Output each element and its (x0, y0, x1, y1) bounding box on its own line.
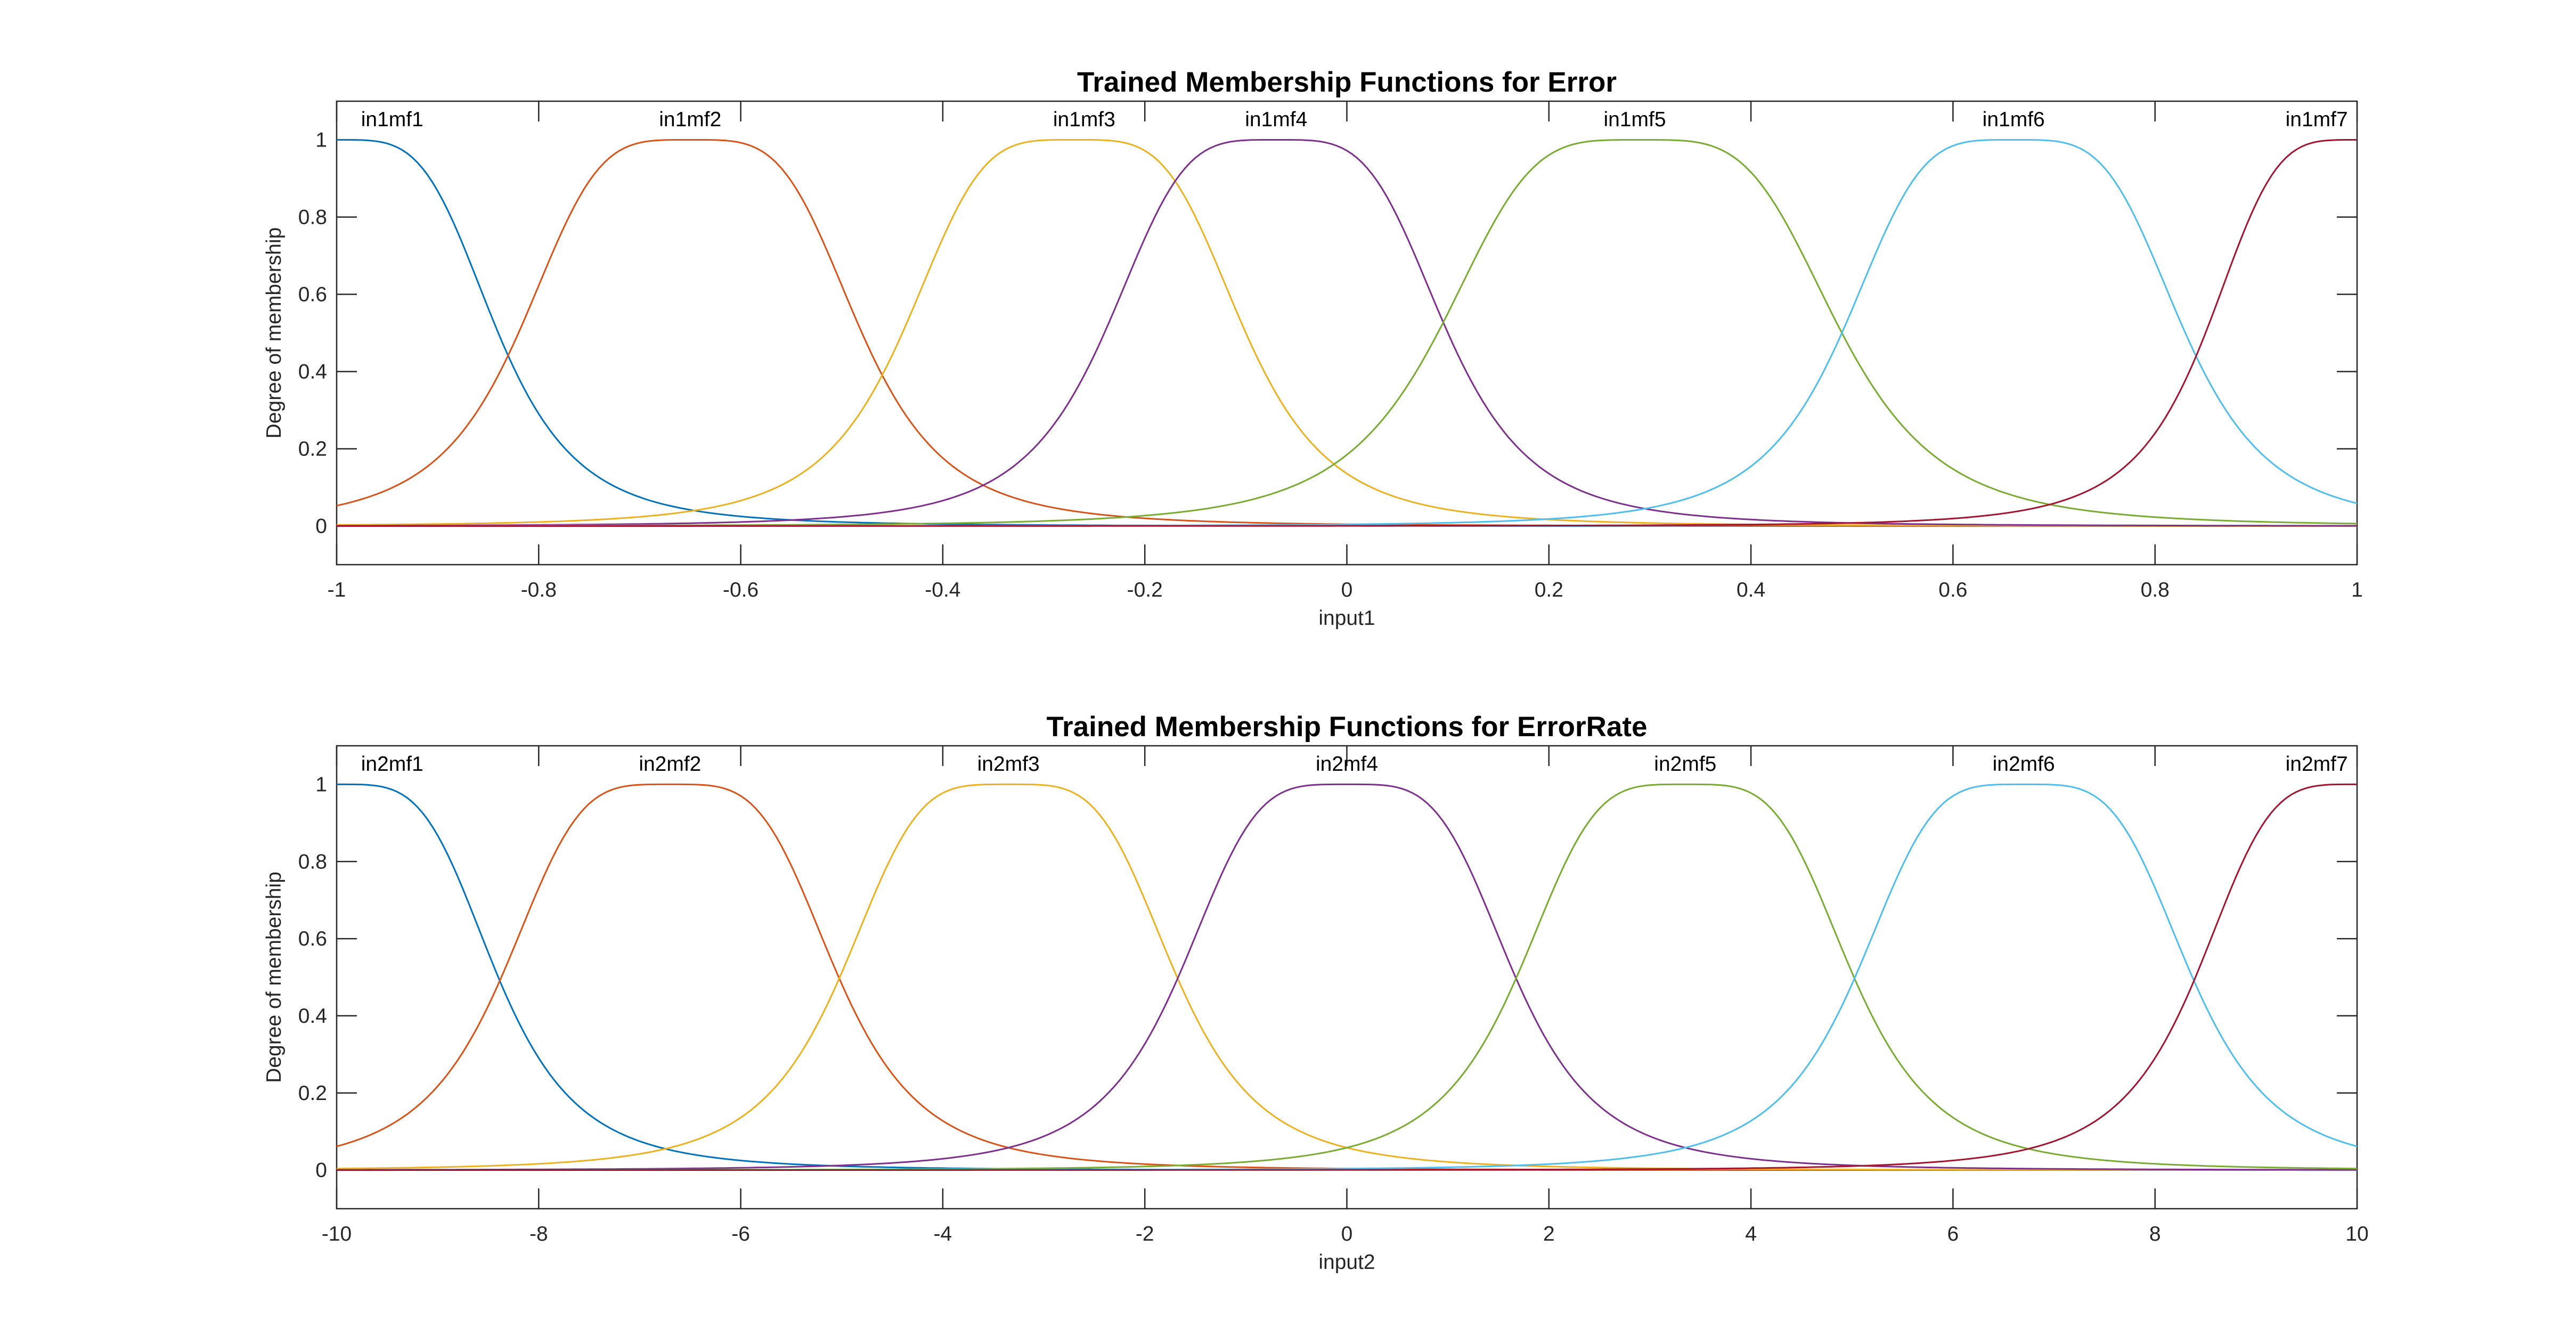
x-tick-label: 0 (1341, 1223, 1353, 1245)
errorrate-membership-plot: -10 -8 -6 -4 -2 0 2 4 6 8 10 0 0.2 0.4 0.6 0.8 1 Trained … (263, 711, 2369, 1274)
x-tick-label: -2 (1136, 1223, 1154, 1245)
mf-label-in1mf5: in1mf5 (1603, 108, 1666, 131)
mf-label-in2mf1: in2mf1 (361, 753, 423, 776)
x-tick-label: -10 (322, 1223, 352, 1245)
x-tick-label: -4 (934, 1223, 952, 1245)
x-tick-label: 4 (1745, 1223, 1757, 1245)
y-tick-label: 0.6 (298, 927, 327, 950)
x-tick-label: 0.4 (1737, 579, 1765, 601)
chart-title: Trained Membership Functions for ErrorRa… (1047, 711, 1648, 743)
x-tick-label: 0.2 (1535, 579, 1563, 601)
y-axis-label: Degree of membership (263, 871, 286, 1083)
x-tick-label: 0.8 (2141, 579, 2170, 601)
x-tick-label: 2 (1543, 1223, 1555, 1245)
chart-title: Trained Membership Functions for Error (1077, 67, 1617, 98)
x-tick-label: -0.2 (1127, 579, 1163, 601)
y-tick-label: 0.2 (298, 1082, 327, 1105)
mf-curve-in1mf4 (337, 139, 2357, 527)
y-tick-label: 0.4 (298, 1005, 327, 1028)
x-tick-label: -0.4 (925, 579, 960, 601)
mf-label-in1mf1: in1mf1 (361, 108, 423, 131)
y-tick-label: 0.6 (298, 283, 327, 306)
mf-curve-in2mf4 (337, 783, 2357, 1171)
y-axis-label: Degree of membership (263, 227, 286, 439)
mf-label-in2mf7: in2mf7 (2286, 753, 2348, 776)
mf-label-in2mf5: in2mf5 (1654, 753, 1716, 776)
mf-label-in1mf7: in1mf7 (2286, 108, 2348, 131)
y-tick-label: 0.4 (298, 361, 327, 384)
x-tick-label: 0.6 (1938, 579, 1967, 601)
mf-label-in1mf6: in1mf6 (1983, 108, 2045, 131)
x-tick-label: -8 (529, 1223, 548, 1245)
mf-label-in1mf3: in1mf3 (1053, 108, 1115, 131)
x-tick-label: -1 (328, 579, 346, 601)
x-tick-label: 6 (1947, 1223, 1959, 1245)
mf-label-in2mf3: in2mf3 (977, 753, 1040, 776)
y-tick-label: 1 (315, 129, 327, 152)
y-tick-label: 0.2 (298, 438, 327, 461)
mf-label-in2mf4: in2mf4 (1316, 753, 1378, 776)
x-tick-label: -0.6 (723, 579, 759, 601)
x-tick-label: 0 (1341, 579, 1353, 601)
mf-label-in2mf6: in2mf6 (1993, 753, 2055, 776)
y-tick-label: 0.8 (298, 206, 327, 229)
axes-box (336, 100, 2358, 566)
x-tick-label: -6 (731, 1223, 750, 1245)
x-tick-label: 1 (2351, 579, 2363, 601)
x-tick-label: 10 (2345, 1223, 2368, 1245)
y-tick-label: 0 (315, 1159, 327, 1182)
x-axis-label: input1 (1318, 607, 1375, 630)
mf-label-in1mf4: in1mf4 (1245, 108, 1307, 131)
y-tick-label: 0.8 (298, 850, 327, 873)
mf-label-in1mf2: in1mf2 (659, 108, 721, 131)
y-tick-label: 1 (315, 773, 327, 796)
x-tick-label: -0.8 (521, 579, 557, 601)
error-membership-plot: -1 -0.8 -0.6 -0.4 -0.2 0 0.2 0.4 0.6 0.8 1 0 0.2 0.4 0… (263, 67, 2363, 630)
mf-curve-in1mf7 (337, 139, 2357, 527)
x-tick-label: 8 (2149, 1223, 2161, 1245)
axes-box (336, 745, 2358, 1210)
y-tick-label: 0 (315, 515, 327, 538)
x-axis-label: input2 (1318, 1251, 1375, 1274)
mf-curve-in2mf7 (337, 783, 2357, 1171)
mf-label-in2mf2: in2mf2 (639, 753, 701, 776)
